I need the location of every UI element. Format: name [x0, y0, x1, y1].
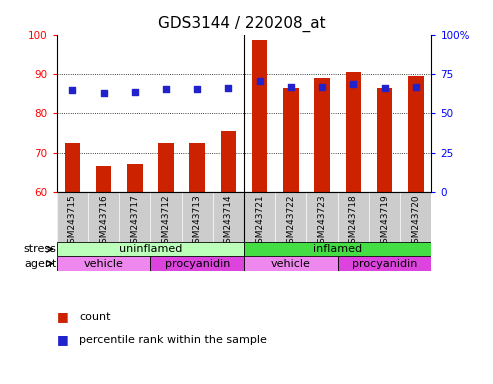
Text: GSM243720: GSM243720	[411, 195, 420, 249]
Text: vehicle: vehicle	[271, 258, 311, 268]
Point	[287, 84, 295, 90]
Bar	[65, 143, 80, 192]
Point	[256, 78, 264, 84]
Bar	[244, 242, 431, 257]
Text: GSM243712: GSM243712	[162, 195, 171, 249]
Text: ■: ■	[57, 333, 69, 346]
Text: GSM243713: GSM243713	[193, 195, 202, 249]
Bar	[57, 257, 150, 271]
Point	[318, 84, 326, 90]
Text: agent: agent	[24, 258, 57, 268]
Point	[350, 81, 357, 87]
Bar	[252, 40, 267, 192]
Point	[381, 85, 388, 91]
Bar	[244, 257, 338, 271]
Bar	[315, 78, 330, 192]
Bar	[189, 143, 205, 192]
Text: GSM243718: GSM243718	[349, 195, 358, 249]
Bar	[127, 164, 142, 192]
Text: uninflamed: uninflamed	[119, 244, 182, 254]
Bar	[150, 257, 244, 271]
Text: GDS3144 / 220208_at: GDS3144 / 220208_at	[158, 15, 325, 31]
Bar	[346, 72, 361, 192]
Bar	[158, 143, 174, 192]
Text: GSM243714: GSM243714	[224, 195, 233, 249]
Text: GSM243722: GSM243722	[286, 195, 295, 249]
Text: GSM243715: GSM243715	[68, 195, 77, 249]
Bar	[408, 76, 423, 192]
Bar	[221, 131, 236, 192]
Bar	[377, 88, 392, 192]
Point	[131, 89, 139, 95]
Text: inflamed: inflamed	[313, 244, 362, 254]
Bar	[57, 242, 244, 257]
Text: GSM243721: GSM243721	[255, 195, 264, 249]
Text: GSM243723: GSM243723	[317, 195, 326, 249]
Bar	[283, 88, 299, 192]
Point	[412, 84, 420, 90]
Text: GSM243717: GSM243717	[130, 195, 139, 249]
Text: procyanidin: procyanidin	[165, 258, 230, 268]
Text: count: count	[79, 312, 110, 322]
Point	[69, 87, 76, 93]
Point	[193, 86, 201, 92]
Point	[224, 85, 232, 91]
Point	[100, 90, 107, 96]
Text: ■: ■	[57, 310, 69, 323]
Bar	[338, 257, 431, 271]
Text: vehicle: vehicle	[84, 258, 123, 268]
Bar	[96, 166, 111, 192]
Point	[162, 86, 170, 92]
Text: stress: stress	[24, 244, 57, 254]
Text: procyanidin: procyanidin	[352, 258, 417, 268]
Text: percentile rank within the sample: percentile rank within the sample	[79, 335, 267, 345]
Text: GSM243719: GSM243719	[380, 195, 389, 249]
Text: GSM243716: GSM243716	[99, 195, 108, 249]
